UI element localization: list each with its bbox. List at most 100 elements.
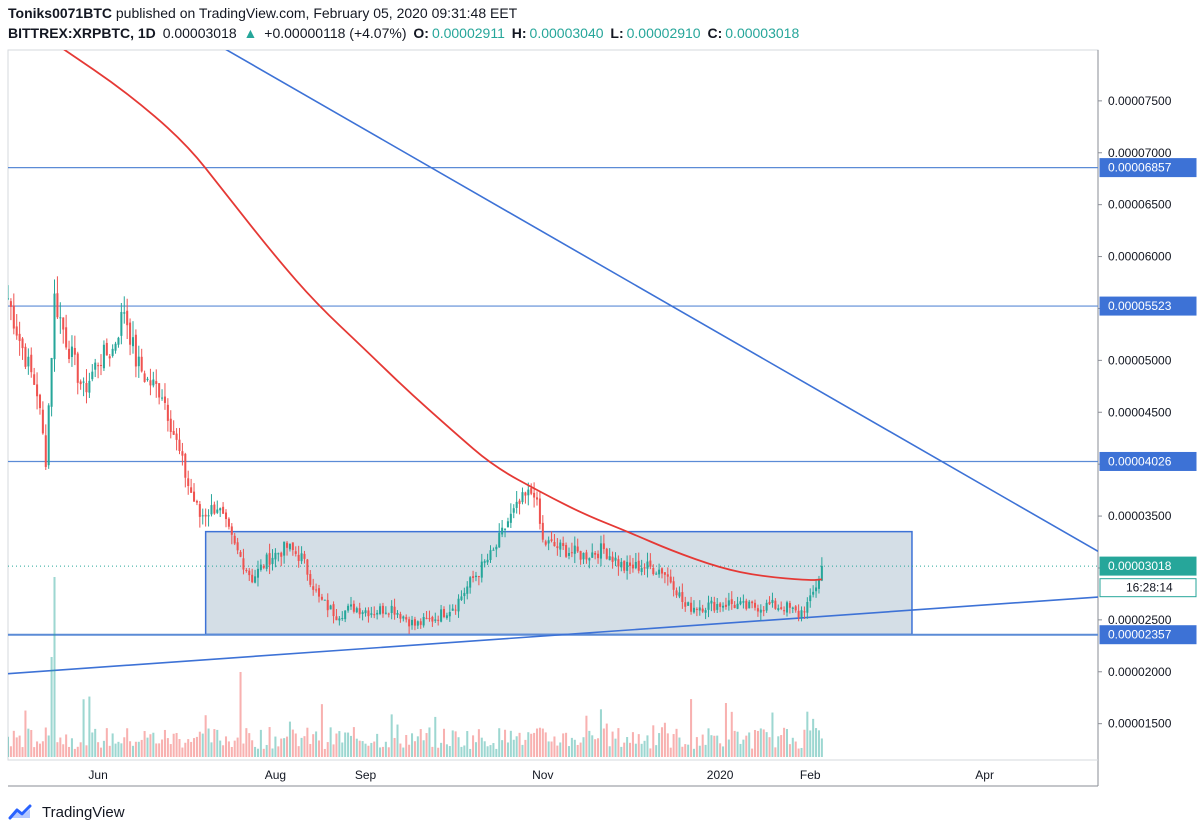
candle [710, 596, 713, 612]
volume-bar [117, 741, 120, 757]
candle-body [669, 576, 672, 583]
candle-body [771, 599, 774, 603]
candle [396, 610, 399, 619]
candle [753, 599, 757, 611]
candle [367, 607, 370, 623]
volume-bar [143, 731, 146, 757]
candle [70, 335, 73, 367]
trendline [225, 50, 1098, 553]
volume-bar [274, 736, 277, 757]
tradingview-logo[interactable]: TradingView [8, 803, 125, 821]
candle-body [120, 311, 123, 336]
author-name[interactable]: Toniks0071BTC [8, 5, 112, 21]
candle [498, 523, 501, 548]
candle-body [797, 610, 800, 618]
volume-bar [562, 733, 565, 757]
candle [602, 534, 605, 554]
candle [47, 403, 50, 469]
candle-body [254, 576, 257, 583]
candle-body [768, 601, 771, 605]
candle-body [367, 610, 370, 617]
candle [451, 604, 454, 611]
volume-bar [780, 735, 783, 757]
candle-body [469, 577, 472, 588]
candle-body [623, 560, 626, 571]
volume-bar [422, 740, 425, 757]
candle [599, 535, 602, 567]
volume-bar [573, 739, 576, 757]
candle [373, 606, 376, 619]
price-label-bg [1099, 296, 1197, 316]
volume-bar [582, 737, 585, 757]
candle [390, 600, 393, 620]
candle [376, 609, 379, 620]
volume-bar [687, 744, 690, 757]
candle-body [338, 618, 341, 621]
candle [422, 613, 425, 628]
candle-body [806, 601, 809, 613]
volume-bar [8, 736, 10, 757]
volume-bar [280, 738, 283, 757]
candle [204, 508, 207, 527]
candle [227, 517, 230, 530]
candle-body [785, 602, 789, 613]
volume-bar [50, 657, 53, 757]
volume-bar [317, 740, 321, 757]
volume-bar [585, 715, 588, 757]
candle [280, 551, 283, 567]
candle [326, 593, 329, 618]
x-tick-label: Apr [975, 768, 994, 782]
candle [634, 552, 637, 570]
volume-bar [579, 742, 582, 757]
candle [472, 570, 475, 583]
volume-bar [41, 741, 44, 757]
candle-body [38, 394, 41, 409]
candle-body [527, 489, 530, 496]
volume-bar [486, 746, 489, 757]
candle-body [477, 576, 480, 578]
open-label: O: [413, 25, 429, 41]
candle [306, 558, 309, 581]
candle [114, 341, 117, 354]
candle [678, 586, 681, 599]
volume-bar [265, 744, 268, 757]
candle [347, 603, 350, 613]
candle [184, 452, 187, 488]
trendline [8, 596, 1098, 675]
candle-body [155, 381, 158, 384]
volume-bar [335, 733, 338, 757]
candle [809, 588, 812, 608]
volume-bar [690, 699, 693, 757]
candle-body [762, 610, 765, 612]
volume-bar [634, 743, 637, 757]
candle [120, 302, 123, 345]
candle [65, 314, 68, 350]
volume-bar [38, 743, 41, 757]
candle [399, 611, 402, 623]
candle [719, 601, 722, 613]
candle-body [722, 605, 725, 608]
volume-bar [312, 734, 315, 757]
candle [800, 606, 803, 622]
candle-body [544, 541, 547, 545]
volume-bar [53, 577, 56, 757]
candle [245, 568, 248, 573]
volume-bar [806, 711, 809, 757]
volume-bar [506, 742, 509, 757]
volume-bar [457, 737, 460, 757]
candle-body [457, 598, 460, 612]
candle-body [419, 621, 422, 625]
candle [739, 597, 742, 606]
candle-body [652, 567, 655, 575]
candle [9, 298, 12, 321]
symbol-label[interactable]: BITTREX:XRPBTC, 1D [8, 25, 156, 41]
volume-bar [504, 729, 507, 757]
volume-bar [251, 740, 254, 757]
volume-bar [140, 739, 143, 757]
candle-body [474, 575, 477, 578]
candle-body [759, 609, 762, 613]
volume-bar [12, 730, 15, 757]
candle [640, 559, 643, 576]
candle-body [335, 616, 338, 621]
